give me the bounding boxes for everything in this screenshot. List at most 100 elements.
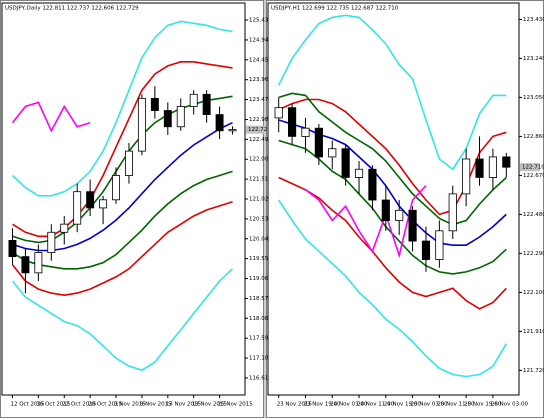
x-tick-label: 28 Oct 2015	[88, 402, 123, 408]
candle-body	[137, 97, 146, 152]
y-tick-label: 118.080	[249, 316, 272, 322]
y-tick-label: 117.590	[249, 336, 272, 342]
x-tick-label: 3 Nov 2015	[114, 402, 146, 408]
x-tick-label: 23 Nov 19:00	[303, 402, 341, 408]
candle-body	[202, 93, 211, 115]
last-price-box	[520, 163, 540, 172]
candle-body	[381, 199, 390, 221]
candle-body	[435, 230, 444, 260]
y-tick-label: 119.060	[249, 276, 272, 282]
y-tick-label: 122.860	[523, 134, 544, 140]
x-tick-label: 13 Nov 2015	[166, 402, 202, 408]
x-tick-label: 19 Nov 2015	[192, 402, 228, 408]
candle-body	[150, 97, 159, 111]
y-tick-label: 123.960	[249, 77, 272, 83]
candle-body	[8, 239, 17, 258]
indicator-line	[11, 268, 234, 372]
x-tick-label: 24 Nov 19:00	[384, 402, 422, 408]
x-tick-label: 23 Nov 2015	[277, 402, 313, 408]
candle-body	[112, 175, 120, 201]
candle-body	[228, 129, 237, 132]
indicator-line	[11, 201, 233, 297]
indicator-line	[278, 92, 507, 226]
chart-title: USDJPY,H1 122.699 122.735 122.687 122.71…	[271, 6, 399, 12]
x-tick-label: 24 Nov 11:00	[357, 402, 395, 408]
candle-body	[395, 209, 404, 221]
candle-body	[163, 110, 172, 128]
x-tick-label: 12 Oct 2015	[10, 402, 45, 408]
indicator-line	[277, 14, 507, 171]
indicator-line	[278, 176, 507, 310]
indicator-line	[11, 101, 91, 133]
plot-frame	[1, 2, 246, 396]
candle-body	[502, 156, 511, 168]
y-tick-label: 124.940	[249, 37, 272, 43]
y-tick-label: 120.530	[249, 216, 272, 222]
candle-body	[34, 252, 43, 274]
y-tick-label: 121.020	[249, 197, 272, 203]
indicator-line	[278, 199, 507, 378]
candle-body	[408, 209, 417, 242]
x-tick-label: 25 Nov 19:00	[464, 402, 502, 408]
y-tick-label: 122.480	[523, 212, 544, 218]
y-tick-label: 122.670	[523, 173, 544, 179]
indicator-line	[305, 185, 427, 259]
y-tick-label: 124.450	[249, 57, 272, 63]
y-tick-label: 121.720	[523, 368, 544, 374]
y-tick-label: 125.430	[249, 18, 272, 24]
candle-body	[60, 223, 69, 233]
candle-body	[86, 191, 95, 209]
y-tick-label: 117.100	[249, 356, 272, 362]
candle-body	[421, 240, 431, 260]
candle-body	[368, 168, 377, 201]
y-tick-label: 118.570	[249, 296, 272, 302]
indicator-line	[12, 170, 233, 270]
y-tick-label: 123.240	[523, 56, 544, 62]
last-price-label: 122.729	[248, 127, 271, 133]
candle-body	[488, 156, 497, 178]
x-tick-label: 25 Nov 03:00	[411, 402, 449, 408]
chart-title: USDJPY,Daily 122.811 122.737 122.606 122…	[5, 6, 139, 12]
y-tick-label: 123.470	[249, 97, 272, 103]
x-tick-label: 9 Nov 2015	[140, 402, 172, 408]
x-tick-label: 26 Nov 03:00	[491, 402, 529, 408]
candle-body	[288, 107, 297, 137]
y-tick-label: 122.490	[249, 137, 272, 143]
x-tick-label: 25 Nov 11:00	[437, 402, 475, 408]
candle-body	[475, 158, 484, 178]
candle-body	[328, 148, 337, 158]
candle-body	[448, 193, 457, 232]
candle-body	[314, 127, 323, 158]
x-tick-label: 22 Oct 2015	[62, 402, 97, 408]
candle-body	[189, 93, 198, 107]
candle-body	[462, 158, 471, 195]
last-price-box	[246, 125, 266, 134]
y-tick-label: 123.430	[523, 17, 544, 23]
x-tick-label: 24 Nov 03:00	[330, 402, 368, 408]
candle-body	[73, 191, 82, 225]
y-tick-label: 122.100	[523, 290, 544, 296]
y-tick-label: 119.550	[249, 256, 272, 262]
last-price-label: 122.710	[522, 165, 544, 171]
x-tick-label: 16 Oct 2015	[36, 402, 71, 408]
y-tick-label: 123.050	[523, 95, 544, 101]
candle-body	[99, 199, 108, 209]
plot-frame	[267, 2, 520, 396]
candle-body	[301, 127, 310, 137]
y-tick-label: 122.000	[249, 157, 272, 163]
x-tick-label: 25 Nov 2015	[218, 402, 254, 408]
y-tick-label: 121.510	[249, 177, 272, 183]
candle-body	[341, 148, 350, 178]
candle-body	[47, 231, 56, 253]
indicator-line	[11, 20, 233, 197]
y-tick-label: 122.290	[523, 251, 544, 257]
candle-body	[21, 256, 30, 274]
candle-body	[274, 107, 283, 119]
candle-body	[215, 114, 224, 132]
candle-body	[354, 168, 364, 178]
y-tick-label: 122.980	[249, 117, 272, 123]
y-tick-label: 121.910	[523, 329, 544, 335]
candle-body	[176, 106, 185, 128]
y-tick-label: 120.040	[249, 236, 272, 242]
